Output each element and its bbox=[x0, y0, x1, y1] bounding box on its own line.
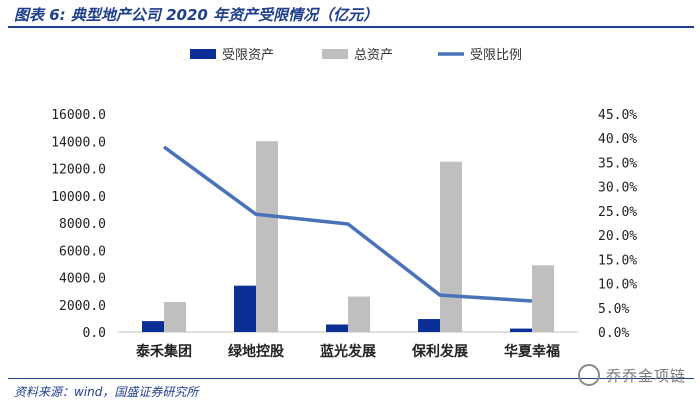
legend-label: 总资产 bbox=[354, 48, 393, 63]
right-tick-label: 15.0% bbox=[598, 253, 637, 268]
footer-rule bbox=[8, 378, 694, 379]
watermark-text: 乔乔金项链 bbox=[605, 366, 686, 385]
wechat-icon bbox=[577, 364, 600, 386]
source-note: 资料来源：wind，国盛证券研究所 bbox=[14, 385, 199, 399]
legend-label: 受限比例 bbox=[470, 48, 522, 63]
legend: 受限资产 总资产 受限比例 bbox=[190, 48, 522, 63]
left-tick-label: 4000.0 bbox=[59, 272, 106, 287]
left-tick-label: 14000.0 bbox=[51, 135, 106, 150]
bar-restricted bbox=[326, 324, 348, 332]
left-tick-label: 0.0 bbox=[83, 326, 106, 341]
left-tick-label: 10000.0 bbox=[51, 190, 106, 205]
left-tick-label: 6000.0 bbox=[59, 244, 106, 259]
title-rule bbox=[8, 26, 694, 28]
bar-total bbox=[256, 141, 278, 332]
bar-total bbox=[164, 302, 186, 332]
legend-swatch bbox=[322, 49, 348, 59]
category-label: 保利发展 bbox=[411, 343, 468, 360]
right-axis: 0.0% 5.0% 10.0% 15.0% 20.0% 25.0% 30.0% 35.0% 40… bbox=[598, 108, 637, 341]
right-tick-label: 30.0% bbox=[598, 181, 637, 196]
bar-restricted bbox=[142, 321, 164, 332]
left-axis: 0.0 2000.0 4000.0 6000.0 8000.0 10000.0 12000.… bbox=[51, 108, 106, 341]
right-tick-label: 20.0% bbox=[598, 229, 637, 244]
ratio-line bbox=[162, 145, 533, 303]
category-labels: 泰禾集团 绿地控股 蓝光发展 保利发展 华夏幸福 bbox=[135, 343, 560, 360]
right-tick-label: 10.0% bbox=[598, 278, 637, 293]
right-tick-label: 35.0% bbox=[598, 156, 637, 171]
right-tick-label: 0.0% bbox=[598, 326, 629, 341]
chart-title: 图表 6: 典型地产公司 2020 年资产受限情况（亿元） bbox=[14, 6, 379, 24]
bar-restricted bbox=[234, 285, 256, 332]
left-tick-label: 12000.0 bbox=[51, 163, 106, 178]
bar-total bbox=[348, 296, 370, 332]
bar-total bbox=[440, 161, 462, 332]
category-label: 华夏幸福 bbox=[504, 343, 560, 360]
category-label: 绿地控股 bbox=[228, 343, 285, 360]
bar-total bbox=[532, 265, 554, 332]
line-layer bbox=[162, 145, 533, 303]
right-tick-label: 45.0% bbox=[598, 108, 637, 123]
left-tick-label: 16000.0 bbox=[51, 108, 106, 123]
right-tick-label: 5.0% bbox=[598, 302, 629, 317]
left-tick-label: 2000.0 bbox=[59, 299, 106, 314]
bars bbox=[118, 141, 578, 333]
right-tick-label: 25.0% bbox=[598, 205, 637, 220]
left-tick-label: 8000.0 bbox=[59, 217, 106, 232]
watermark: 乔乔金项链 bbox=[577, 364, 686, 386]
category-label: 泰禾集团 bbox=[135, 343, 192, 360]
bar-restricted bbox=[418, 319, 440, 332]
legend-swatch bbox=[190, 49, 216, 59]
category-label: 蓝光发展 bbox=[320, 343, 376, 360]
right-tick-label: 40.0% bbox=[598, 132, 637, 147]
legend-label: 受限资产 bbox=[222, 48, 274, 63]
bar-restricted bbox=[510, 328, 532, 332]
